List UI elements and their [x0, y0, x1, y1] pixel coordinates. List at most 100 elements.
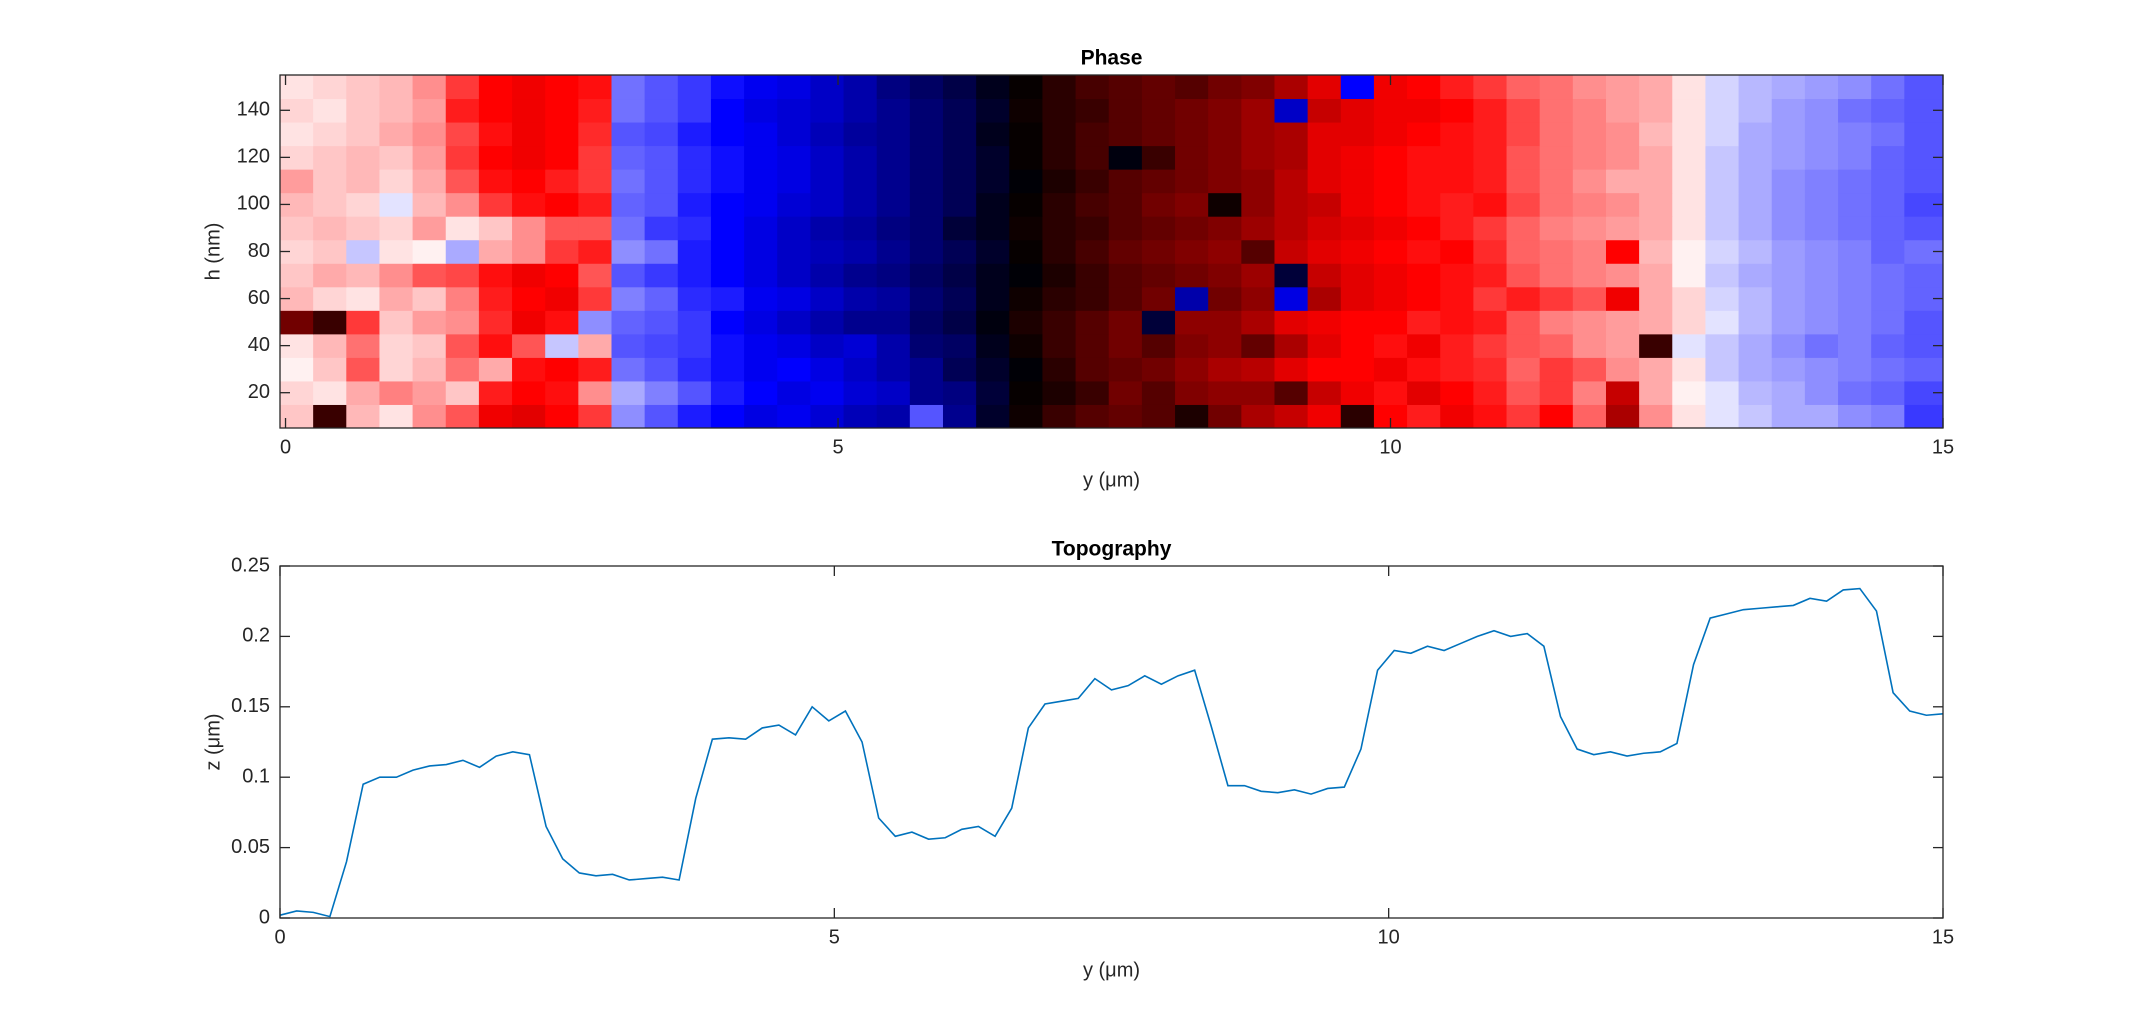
heatmap-cell — [1705, 310, 1740, 335]
heatmap-cell — [1572, 192, 1607, 217]
heatmap-cell — [1473, 192, 1508, 217]
heatmap-cell — [545, 263, 579, 288]
heatmap-cell — [810, 239, 845, 264]
heatmap-cell — [1506, 357, 1541, 382]
heatmap-cell — [1705, 145, 1740, 170]
heatmap-cell — [313, 216, 347, 241]
heatmap-cell — [1009, 380, 1043, 405]
heatmap-cell — [1009, 98, 1043, 123]
heatmap-cell — [843, 310, 878, 335]
heatmap-cell — [1009, 169, 1043, 194]
heatmap-cell — [1373, 286, 1408, 311]
heatmap-cell — [1506, 286, 1541, 311]
heatmap-cell — [1804, 98, 1839, 123]
heatmap-cell — [1771, 75, 1806, 100]
x-tick-label: 5 — [829, 926, 840, 948]
heatmap-cell — [744, 122, 778, 147]
heatmap-cell — [1340, 333, 1375, 358]
heatmap-cell — [545, 380, 579, 405]
heatmap-cell — [843, 122, 878, 147]
heatmap-cell — [611, 286, 646, 311]
heatmap-cell — [744, 380, 778, 405]
heatmap-cell — [578, 310, 612, 335]
heatmap-cell — [1506, 263, 1541, 288]
heatmap-cell — [280, 357, 314, 382]
heatmap-cell — [1141, 239, 1176, 264]
heatmap-cell — [1672, 239, 1706, 264]
heatmap-cell — [1838, 286, 1872, 311]
heatmap-cell — [512, 310, 546, 335]
heatmap-cell — [1639, 98, 1673, 123]
heatmap-cell — [1672, 357, 1706, 382]
heatmap-cell — [1838, 380, 1872, 405]
heatmap-cell — [1307, 404, 1342, 429]
heatmap-cell — [478, 263, 513, 288]
heatmap-cell — [744, 263, 778, 288]
heatmap-cell — [1838, 216, 1872, 241]
heatmap-cell — [1208, 286, 1242, 311]
heatmap-cell — [1506, 216, 1541, 241]
heatmap-cell — [942, 286, 977, 311]
heatmap-cell — [1738, 310, 1773, 335]
heatmap-cell — [346, 357, 380, 382]
heatmap-cell — [1506, 404, 1541, 429]
heatmap-cell — [578, 286, 612, 311]
heatmap-cell — [942, 145, 977, 170]
heatmap-cell — [1705, 333, 1740, 358]
heatmap-cell — [710, 75, 745, 100]
heatmap-cell — [1539, 122, 1574, 147]
heatmap-cell — [810, 263, 845, 288]
heatmap-cell — [909, 310, 944, 335]
heatmap-cell — [1373, 263, 1408, 288]
heatmap-cell — [777, 145, 811, 170]
heatmap-cell — [1274, 98, 1309, 123]
heatmap-cell — [1340, 122, 1375, 147]
heatmap-cell — [578, 263, 612, 288]
plot-frame — [279, 74, 1944, 429]
heatmap-cell — [744, 310, 778, 335]
heatmap-cell — [1274, 122, 1309, 147]
heatmap-cell — [942, 333, 977, 358]
heatmap-cell — [346, 145, 380, 170]
heatmap-cell — [1838, 357, 1872, 382]
heatmap-cell — [1407, 145, 1441, 170]
heatmap-cell — [1208, 122, 1242, 147]
heatmap-cell — [1208, 333, 1242, 358]
heatmap-cell — [777, 169, 811, 194]
heatmap-cell — [1639, 192, 1673, 217]
heatmap-cell — [1904, 404, 1944, 429]
heatmap-cell — [1307, 333, 1342, 358]
heatmap-cell — [1407, 239, 1441, 264]
heatmap-cell — [942, 239, 977, 264]
heatmap-cell — [876, 404, 911, 429]
heatmap-cell — [1838, 239, 1872, 264]
heatmap-cell — [710, 192, 745, 217]
heatmap-cell — [1208, 263, 1242, 288]
heatmap-cell — [1175, 216, 1209, 241]
heatmap-cell — [1373, 192, 1408, 217]
heatmap-cell — [744, 216, 778, 241]
heatmap-cell — [843, 145, 878, 170]
heatmap-cell — [644, 239, 679, 264]
heatmap-cell — [1771, 192, 1806, 217]
heatmap-cell — [611, 145, 646, 170]
heatmap-cell — [1373, 380, 1408, 405]
heatmap-cell — [1473, 263, 1508, 288]
heatmap-cell — [1440, 310, 1474, 335]
heatmap-cell — [412, 263, 447, 288]
heatmap-cell — [843, 239, 878, 264]
heatmap-cell — [1771, 216, 1806, 241]
heatmap-cell — [1904, 357, 1944, 382]
heatmap-cell — [942, 310, 977, 335]
heatmap-cell — [710, 404, 745, 429]
heatmap-cell — [1009, 122, 1043, 147]
heatmap-cell — [313, 122, 347, 147]
heatmap-cell — [1440, 357, 1474, 382]
heatmap-cell — [1274, 75, 1309, 100]
heatmap-cell — [1241, 404, 1275, 429]
heatmap-cell — [644, 169, 679, 194]
heatmap-cell — [909, 286, 944, 311]
heatmap-cell — [1804, 192, 1839, 217]
heatmap-cell — [1009, 75, 1043, 100]
heatmap-cell — [1141, 98, 1176, 123]
